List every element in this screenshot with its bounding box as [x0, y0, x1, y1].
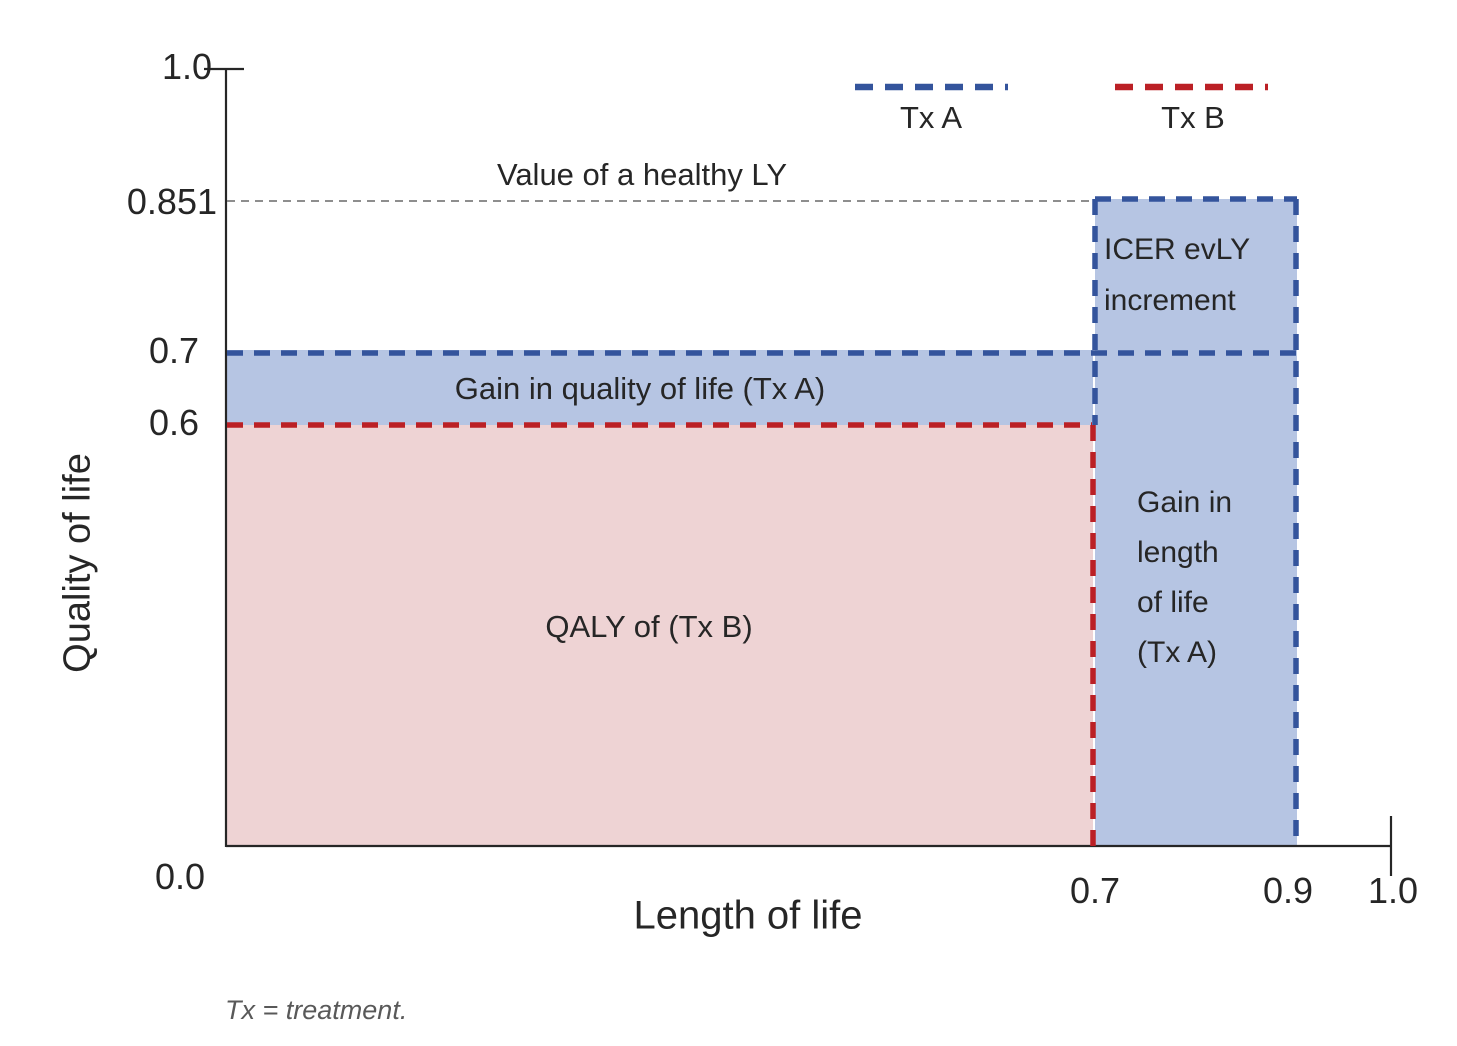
x-axis-title: Length of life [633, 893, 863, 938]
y-tick-label-0.7: 0.7 [148, 330, 199, 371]
value-healthy-ly-label: Value of a healthy LY [496, 157, 788, 192]
region-qaly-txb [227, 425, 1093, 846]
region-gain-length-txa [1095, 199, 1297, 846]
gain-quality-label: Gain in quality of life (Tx A) [454, 371, 826, 406]
y-axis-title: Quality of life [56, 453, 99, 673]
x-tick-label-0.9: 0.9 [1262, 870, 1314, 911]
y-tick-label-0.6: 0.6 [148, 402, 199, 443]
footnote: Tx = treatment. [225, 995, 408, 1025]
legend-txb-label: Tx B [1161, 100, 1225, 135]
origin-tick-label: 0.0 [154, 856, 206, 897]
icer-evly-label: ICER evLY increment [1104, 233, 1251, 317]
x-tick-label-0.7: 0.7 [1069, 870, 1121, 911]
region-gain-quality-txa [227, 350, 1093, 425]
x-tick-label-1.0: 1.0 [1367, 870, 1419, 911]
qaly-txb-label: QALY of (Tx B) [545, 609, 753, 644]
gain-length-label: Gain in length of life (Tx A) [1137, 486, 1233, 669]
legend-txa-label: Tx A [899, 100, 963, 135]
y-tick-label-0.851: 0.851 [126, 181, 217, 222]
y-tick-label-1.0: 1.0 [161, 46, 212, 87]
